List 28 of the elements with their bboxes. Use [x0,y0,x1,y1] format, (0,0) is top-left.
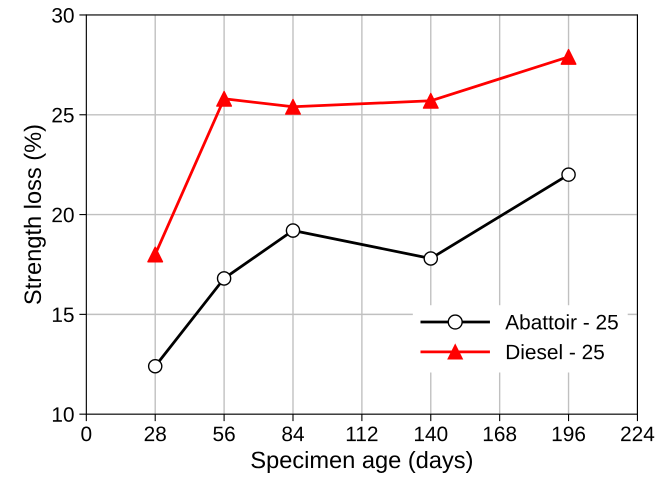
point [216,90,232,107]
y-tick-label: 30 [52,8,74,23]
point [560,48,577,65]
y-tick-label: 10 [52,407,74,422]
point [422,92,439,109]
legend-label: Diesel - 25 [506,344,604,360]
x-tick-label: 0 [81,426,92,442]
x-tick-label: 196 [552,426,586,442]
point [423,251,438,266]
y-tick-label: 25 [52,108,74,123]
point [147,246,164,262]
x-tick-label: 84 [282,426,304,442]
x-tick-label: 112 [346,426,378,442]
y-tick-label: 20 [52,208,74,222]
x-axis-title: Specimen age (days) [251,450,472,473]
x-tick-label: 168 [484,426,516,442]
x-tick-label: 140 [414,426,448,442]
x-tick-label: 56 [213,426,235,442]
legend-label: Abattoir - 25 [505,314,618,330]
point [286,223,300,238]
y-axis-title: Strength loss (%) [24,125,46,304]
point [561,167,576,182]
point [148,358,162,374]
x-tick-label: 28 [144,426,166,442]
point [216,271,232,286]
y-tick-label: 15 [52,308,74,322]
point [285,98,301,115]
x-tick-label: 224 [621,426,654,442]
